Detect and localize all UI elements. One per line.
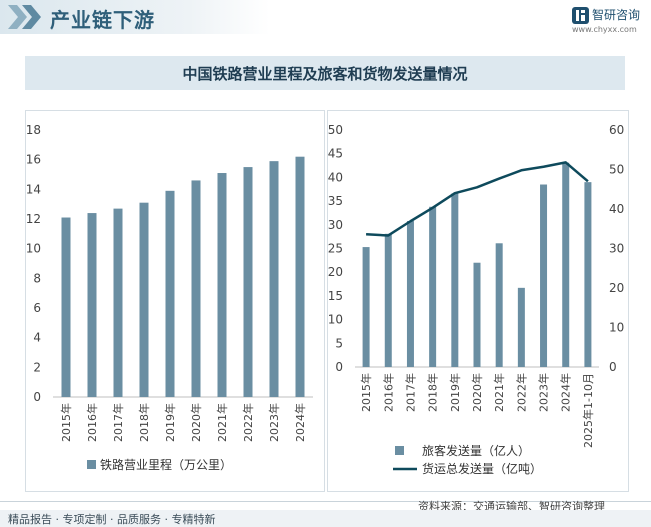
passenger-bar [473,262,481,367]
legend-swatch-passenger [395,446,404,455]
passenger-bar [406,221,414,367]
y-left-tick-label: 15 [328,289,343,303]
y-right-tick-label: 40 [609,202,624,216]
passenger-bar [384,233,392,367]
x-tick-label: 2024年 [559,373,573,412]
x-tick-label: 2023年 [537,373,551,412]
source-note: 资料来源：交通运输部、智研咨询整理 [418,500,605,513]
legend-label-freight: 货运总发送量（亿吨） [422,461,542,476]
y-left-tick-label: 50 [328,123,343,137]
freight-line [366,161,589,237]
brand-name: 智研咨询 [592,8,641,22]
x-tick-label: 2019年 [448,373,462,412]
x-tick-label: 2018年 [426,373,440,412]
mileage-bar [87,213,97,397]
brand-logo-icon [572,7,589,24]
y-right-tick-label: 30 [609,242,624,256]
x-tick-label: 2019年 [163,403,177,442]
y-left-tick-label: 25 [328,242,343,256]
legend-swatch-mileage [87,460,96,469]
x-tick-label: 2017年 [403,373,417,412]
x-tick-label: 2018年 [137,403,151,442]
mileage-bar [61,217,71,397]
y-tick-label: 8 [33,271,41,285]
passenger-bar [451,193,459,367]
mileage-bar-chart: 0 2 4 6 8 10 12 14 16 18 2015年 2016年 2017年 2018年 2019年… [26,123,313,472]
y-left-tick-label: 20 [328,265,343,279]
y-left-tick-label: 5 [335,336,343,350]
brand-url[interactable]: www.chyxx.com [572,25,637,34]
x-tick-label: 2023年 [267,403,281,442]
x-tick-label: 2015年 [59,403,73,442]
chart-title-box: 中国铁路营业里程及旅客和货物发送量情况 [25,56,625,90]
y-tick-label: 18 [26,123,41,137]
y-left-tick-label: 10 [328,313,343,327]
mileage-bar [295,156,305,397]
y-right-tick-label: 20 [609,281,624,295]
y-right-tick-label: 10 [609,321,624,335]
mileage-bar [165,190,175,397]
y-left-tick-label: 40 [328,170,343,184]
mileage-bar [243,167,253,397]
x-tick-label: 2015年 [359,373,373,412]
y-tick-label: 14 [26,182,41,196]
passenger-bar [362,247,370,367]
y-tick-label: 12 [26,212,41,226]
x-tick-label: 2020年 [189,403,203,442]
mileage-bar [113,208,123,397]
y-right-tick-label: 60 [609,123,624,137]
passenger-bar [495,243,503,367]
passenger-bar [562,162,570,367]
y-tick-label: 4 [33,331,41,345]
x-tick-label: 2016年 [85,403,99,442]
footer-divider [0,501,651,502]
brand-logo: 智研咨询 www.chyxx.com [572,6,644,36]
y-tick-label: 16 [26,153,41,167]
mileage-bar [269,161,279,397]
x-tick-label: 2022年 [514,373,528,412]
footer-bar: 精品报告 · 专项定制 · 品质服务 · 专精特新 [0,510,651,527]
y-right-tick-label: 0 [609,360,617,374]
mileage-bar [191,180,201,397]
double-chevron-icon [8,5,41,29]
legend-label-mileage: 铁路营业里程（万公里） [100,457,232,472]
y-tick-label: 10 [26,242,41,256]
passenger-bar [540,184,548,367]
x-tick-label: 2016年 [381,373,395,412]
y-left-tick-label: 0 [335,360,343,374]
x-tick-label: 2021年 [215,403,229,442]
x-tick-label: 2024年 [293,403,307,442]
page-title: 产业链下游 [50,8,155,32]
passenger-bar [429,206,437,367]
x-tick-label: 2025年1-10月 [581,373,595,448]
chart-title: 中国铁路营业里程及旅客和货物发送量情况 [182,65,468,83]
footer-slogan: 精品报告 · 专项定制 · 品质服务 · 专精特新 [8,513,216,526]
x-tick-label: 2017年 [111,403,125,442]
mileage-bar [139,202,149,397]
passenger-freight-chart: 0 5 10 15 20 25 30 35 40 45 50 0 10 20 30 40 50 60 2015年 20… [328,123,625,476]
y-left-tick-label: 45 [328,147,343,161]
y-left-tick-label: 35 [328,194,343,208]
header-title-area: 产业链下游 [0,0,270,34]
x-tick-label: 2022年 [241,403,255,442]
x-tick-label: 2020年 [470,373,484,412]
y-left-tick-label: 30 [328,218,343,232]
y-tick-label: 0 [33,390,41,404]
passenger-bar [517,287,525,367]
x-tick-label: 2021年 [492,373,506,412]
y-tick-label: 6 [33,301,41,315]
mileage-bar [217,173,227,397]
y-tick-label: 2 [33,360,41,374]
legend-label-passenger: 旅客发送量（亿人） [422,443,530,458]
passenger-bar [584,182,592,367]
y-right-tick-label: 50 [609,163,624,177]
